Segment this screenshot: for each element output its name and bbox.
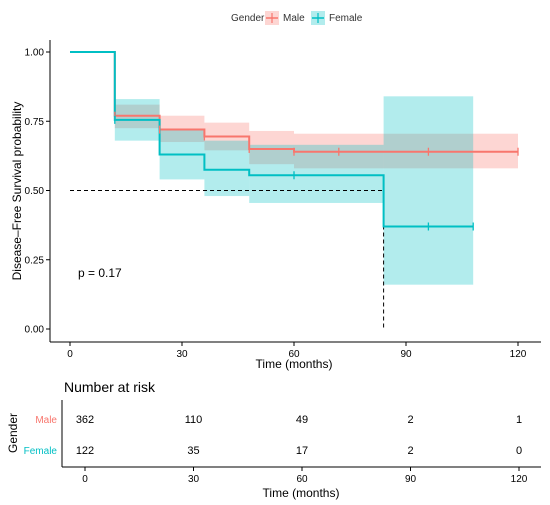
median-reference-lines xyxy=(70,190,385,329)
risk-count-female: 0 xyxy=(516,445,522,457)
risk-table-x-ticks: 0 30 60 90 120 xyxy=(82,467,528,485)
y-tick-label: 0.25 xyxy=(25,255,45,266)
x-tick-label: 120 xyxy=(510,349,527,360)
risk-row-label-female: Female xyxy=(24,446,58,457)
y-tick-label: 0.75 xyxy=(25,117,45,128)
risk-count-male: 110 xyxy=(185,414,203,426)
y-axis-label: Disease–Free Survival probability xyxy=(10,102,24,281)
legend-title: Gender xyxy=(231,13,265,24)
risk-count-female: 35 xyxy=(187,445,199,457)
x-axis-ticks: 0 30 60 90 120 xyxy=(67,342,527,360)
risk-x-tick-label: 120 xyxy=(511,474,528,485)
risk-count-female: 17 xyxy=(296,445,308,457)
risk-count-male: 362 xyxy=(76,414,94,426)
x-tick-label: 60 xyxy=(288,349,300,360)
ci-band-female xyxy=(383,96,474,285)
legend-label-female: Female xyxy=(329,13,363,24)
risk-count-male: 2 xyxy=(407,414,413,426)
risk-table: Number at risk Gender Male Female 362 110… xyxy=(6,379,541,500)
risk-count-female: 2 xyxy=(407,445,413,457)
ci-band-female xyxy=(249,144,384,203)
risk-table-title: Number at risk xyxy=(64,379,156,395)
x-axis-label: Time (months) xyxy=(256,357,333,371)
x-tick-label: 30 xyxy=(176,349,188,360)
risk-count-male: 1 xyxy=(516,414,522,426)
y-tick-label: 0.00 xyxy=(25,325,45,336)
legend: Gender Male Female xyxy=(231,11,363,25)
survival-curve-female xyxy=(70,51,474,228)
y-axis-ticks: 0.00 0.25 0.50 0.75 1.00 xyxy=(25,48,50,336)
x-tick-label: 0 xyxy=(67,349,73,360)
risk-table-x-label: Time (months) xyxy=(263,486,340,500)
censor-marks xyxy=(114,111,519,231)
risk-count-female: 122 xyxy=(76,445,94,457)
risk-row-label-male: Male xyxy=(35,415,57,426)
risk-x-tick-label: 90 xyxy=(405,474,417,485)
risk-x-tick-label: 30 xyxy=(188,474,200,485)
legend-label-male: Male xyxy=(283,13,305,24)
risk-table-y-label: Gender xyxy=(6,413,20,453)
x-tick-label: 90 xyxy=(400,349,412,360)
risk-x-tick-label: 0 xyxy=(82,474,88,485)
y-tick-label: 1.00 xyxy=(25,48,45,59)
ci-band-male xyxy=(249,130,294,165)
risk-table-cells: 362 110 49 2 1 122 35 17 2 0 xyxy=(76,414,522,457)
risk-x-tick-label: 60 xyxy=(296,474,308,485)
p-value-annotation: p = 0.17 xyxy=(78,266,122,280)
ci-band-female xyxy=(204,140,250,197)
risk-count-male: 49 xyxy=(296,414,308,426)
y-tick-label: 0.50 xyxy=(25,186,45,197)
